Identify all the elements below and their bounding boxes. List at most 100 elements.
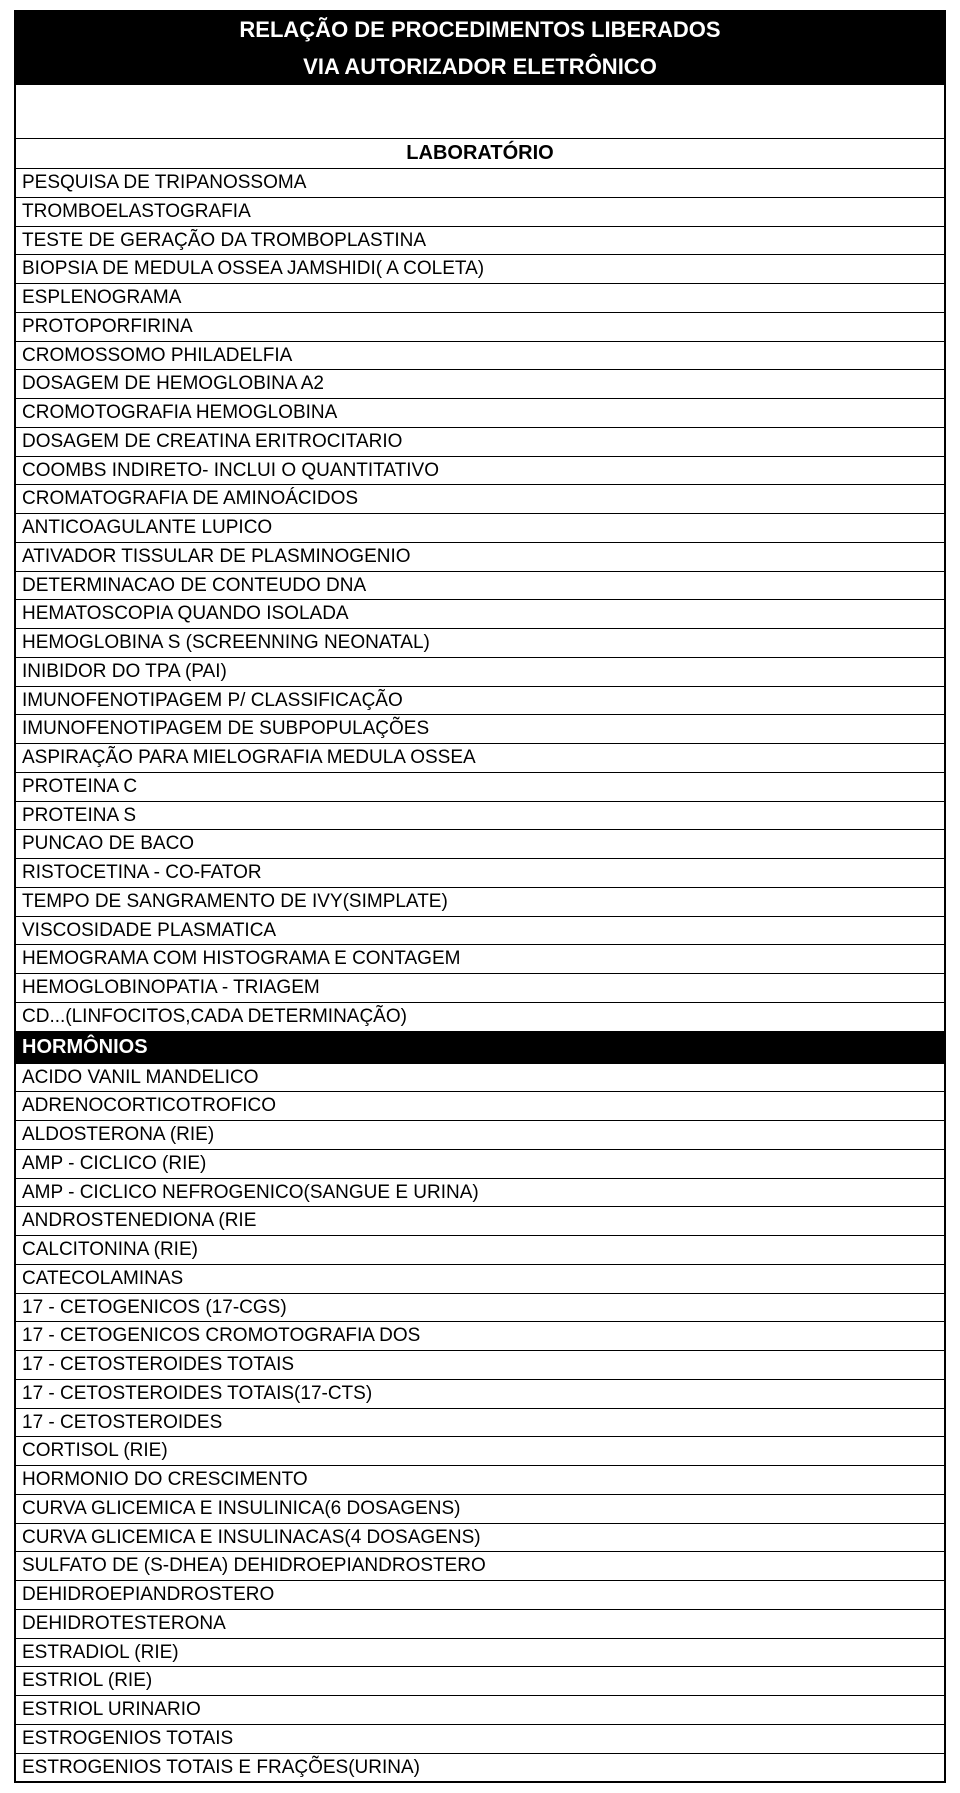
table-row: ESTRADIOL (RIE) bbox=[15, 1638, 945, 1667]
table-row: ESTROGENIOS TOTAIS bbox=[15, 1724, 945, 1753]
section-label: LABORATÓRIO bbox=[15, 139, 945, 169]
table-row: 17 - CETOSTEROIDES TOTAIS bbox=[15, 1351, 945, 1380]
procedure-cell: DOSAGEM DE CREATINA ERITROCITARIO bbox=[15, 427, 945, 456]
table-row: 17 - CETOSTEROIDES TOTAIS(17-CTS) bbox=[15, 1379, 945, 1408]
procedure-cell: DEHIDROTESTERONA bbox=[15, 1609, 945, 1638]
table-row: RISTOCETINA - CO-FATOR bbox=[15, 859, 945, 888]
table-row: ALDOSTERONA (RIE) bbox=[15, 1121, 945, 1150]
table-row: CURVA GLICEMICA E INSULINACAS(4 DOSAGENS… bbox=[15, 1523, 945, 1552]
procedure-cell: CROMATOGRAFIA DE AMINOÁCIDOS bbox=[15, 485, 945, 514]
procedure-cell: TEMPO DE SANGRAMENTO DE IVY(SIMPLATE) bbox=[15, 887, 945, 916]
procedure-cell: ESPLENOGRAMA bbox=[15, 284, 945, 313]
blank-spacer-row bbox=[15, 85, 945, 139]
table-row: DEHIDROTESTERONA bbox=[15, 1609, 945, 1638]
procedure-cell: CROMOTOGRAFIA HEMOGLOBINA bbox=[15, 399, 945, 428]
procedure-cell: 17 - CETOGENICOS (17-CGS) bbox=[15, 1293, 945, 1322]
table-body: RELAÇÃO DE PROCEDIMENTOS LIBERADOS VIA A… bbox=[15, 11, 945, 1782]
table-row: ATIVADOR TISSULAR DE PLASMINOGENIO bbox=[15, 542, 945, 571]
procedure-cell: SULFATO DE (S-DHEA) DEHIDROEPIANDROSTERO bbox=[15, 1552, 945, 1581]
procedure-cell: PESQUISA DE TRIPANOSSOMA bbox=[15, 169, 945, 198]
title-row-1: RELAÇÃO DE PROCEDIMENTOS LIBERADOS bbox=[15, 11, 945, 48]
procedure-cell: ANDROSTENEDIONA (RIE bbox=[15, 1207, 945, 1236]
procedure-cell: PROTEINA C bbox=[15, 772, 945, 801]
table-row: TESTE DE GERAÇÃO DA TROMBOPLASTINA bbox=[15, 226, 945, 255]
table-row: COOMBS INDIRETO- INCLUI O QUANTITATIVO bbox=[15, 456, 945, 485]
procedure-cell: ALDOSTERONA (RIE) bbox=[15, 1121, 945, 1150]
table-row: ANDROSTENEDIONA (RIE bbox=[15, 1207, 945, 1236]
procedure-cell: 17 - CETOSTEROIDES TOTAIS(17-CTS) bbox=[15, 1379, 945, 1408]
table-row: AMP - CICLICO (RIE) bbox=[15, 1149, 945, 1178]
procedure-cell: HEMOGLOBINA S (SCREENNING NEONATAL) bbox=[15, 629, 945, 658]
table-row: PROTOPORFIRINA bbox=[15, 312, 945, 341]
table-row: ADRENOCORTICOTROFICO bbox=[15, 1092, 945, 1121]
table-row: CALCITONINA (RIE) bbox=[15, 1236, 945, 1265]
table-row: CROMOTOGRAFIA HEMOGLOBINA bbox=[15, 399, 945, 428]
procedure-cell: HEMOGRAMA COM HISTOGRAMA E CONTAGEM bbox=[15, 945, 945, 974]
table-row: SULFATO DE (S-DHEA) DEHIDROEPIANDROSTERO bbox=[15, 1552, 945, 1581]
table-row: CROMOSSOMO PHILADELFIA bbox=[15, 341, 945, 370]
table-row: HEMOGRAMA COM HISTOGRAMA E CONTAGEM bbox=[15, 945, 945, 974]
procedure-cell: PROTEINA S bbox=[15, 801, 945, 830]
procedure-cell: CROMOSSOMO PHILADELFIA bbox=[15, 341, 945, 370]
procedure-cell: BIOPSIA DE MEDULA OSSEA JAMSHIDI( A COLE… bbox=[15, 255, 945, 284]
table-row: PROTEINA C bbox=[15, 772, 945, 801]
procedure-cell: CURVA GLICEMICA E INSULINICA(6 DOSAGENS) bbox=[15, 1494, 945, 1523]
procedure-cell: 17 - CETOGENICOS CROMOTOGRAFIA DOS bbox=[15, 1322, 945, 1351]
procedure-cell: ADRENOCORTICOTROFICO bbox=[15, 1092, 945, 1121]
table-row: CURVA GLICEMICA E INSULINICA(6 DOSAGENS) bbox=[15, 1494, 945, 1523]
table-row: PROTEINA S bbox=[15, 801, 945, 830]
blank-cell bbox=[15, 85, 945, 139]
title-line-1: RELAÇÃO DE PROCEDIMENTOS LIBERADOS bbox=[15, 11, 945, 48]
procedure-cell: COOMBS INDIRETO- INCLUI O QUANTITATIVO bbox=[15, 456, 945, 485]
table-row: TROMBOELASTOGRAFIA bbox=[15, 197, 945, 226]
table-row: VISCOSIDADE PLASMATICA bbox=[15, 916, 945, 945]
table-row: HEMOGLOBINA S (SCREENNING NEONATAL) bbox=[15, 629, 945, 658]
table-row: ASPIRAÇÃO PARA MIELOGRAFIA MEDULA OSSEA bbox=[15, 744, 945, 773]
procedure-cell: VISCOSIDADE PLASMATICA bbox=[15, 916, 945, 945]
title-row-2: VIA AUTORIZADOR ELETRÔNICO bbox=[15, 48, 945, 85]
table-row: CROMATOGRAFIA DE AMINOÁCIDOS bbox=[15, 485, 945, 514]
procedure-cell: DOSAGEM DE HEMOGLOBINA A2 bbox=[15, 370, 945, 399]
table-row: DOSAGEM DE HEMOGLOBINA A2 bbox=[15, 370, 945, 399]
table-row: HEMATOSCOPIA QUANDO ISOLADA bbox=[15, 600, 945, 629]
table-row: INIBIDOR DO TPA (PAI) bbox=[15, 657, 945, 686]
procedure-cell: TROMBOELASTOGRAFIA bbox=[15, 197, 945, 226]
section-header: HORMÔNIOS bbox=[15, 1031, 945, 1063]
procedure-cell: INIBIDOR DO TPA (PAI) bbox=[15, 657, 945, 686]
table-row: CORTISOL (RIE) bbox=[15, 1437, 945, 1466]
procedure-cell: ASPIRAÇÃO PARA MIELOGRAFIA MEDULA OSSEA bbox=[15, 744, 945, 773]
table-row: PUNCAO DE BACO bbox=[15, 830, 945, 859]
procedure-cell: ATIVADOR TISSULAR DE PLASMINOGENIO bbox=[15, 542, 945, 571]
table-row: IMUNOFENOTIPAGEM DE SUBPOPULAÇÕES bbox=[15, 715, 945, 744]
procedure-cell: IMUNOFENOTIPAGEM P/ CLASSIFICAÇÃO bbox=[15, 686, 945, 715]
procedure-cell: ANTICOAGULANTE LUPICO bbox=[15, 514, 945, 543]
table-row: ESTRIOL (RIE) bbox=[15, 1667, 945, 1696]
procedure-cell: DETERMINACAO DE CONTEUDO DNA bbox=[15, 571, 945, 600]
procedure-cell: ESTROGENIOS TOTAIS E FRAÇÕES(URINA) bbox=[15, 1753, 945, 1782]
procedure-cell: ESTRADIOL (RIE) bbox=[15, 1638, 945, 1667]
procedure-cell: HORMONIO DO CRESCIMENTO bbox=[15, 1466, 945, 1495]
table-row: ESTROGENIOS TOTAIS E FRAÇÕES(URINA) bbox=[15, 1753, 945, 1782]
procedure-cell: IMUNOFENOTIPAGEM DE SUBPOPULAÇÕES bbox=[15, 715, 945, 744]
table-row: HEMOGLOBINOPATIA - TRIAGEM bbox=[15, 974, 945, 1003]
procedure-cell: CD...(LINFOCITOS,CADA DETERMINAÇÃO) bbox=[15, 1002, 945, 1031]
procedure-cell: DEHIDROEPIANDROSTERO bbox=[15, 1581, 945, 1610]
procedure-cell: ESTRIOL URINARIO bbox=[15, 1696, 945, 1725]
procedures-table: RELAÇÃO DE PROCEDIMENTOS LIBERADOS VIA A… bbox=[14, 10, 946, 1783]
procedure-cell: HEMOGLOBINOPATIA - TRIAGEM bbox=[15, 974, 945, 1003]
procedure-cell: ACIDO VANIL MANDELICO bbox=[15, 1063, 945, 1092]
procedure-cell: AMP - CICLICO NEFROGENICO(SANGUE E URINA… bbox=[15, 1178, 945, 1207]
table-row: 17 - CETOGENICOS CROMOTOGRAFIA DOS bbox=[15, 1322, 945, 1351]
procedure-cell: CORTISOL (RIE) bbox=[15, 1437, 945, 1466]
procedure-cell: CALCITONINA (RIE) bbox=[15, 1236, 945, 1265]
procedure-cell: ESTRIOL (RIE) bbox=[15, 1667, 945, 1696]
table-row: AMP - CICLICO NEFROGENICO(SANGUE E URINA… bbox=[15, 1178, 945, 1207]
table-row: ESPLENOGRAMA bbox=[15, 284, 945, 313]
table-row: ANTICOAGULANTE LUPICO bbox=[15, 514, 945, 543]
section-header-row: HORMÔNIOS bbox=[15, 1031, 945, 1063]
procedure-cell: CATECOLAMINAS bbox=[15, 1264, 945, 1293]
table-row: ACIDO VANIL MANDELICO bbox=[15, 1063, 945, 1092]
procedure-cell: RISTOCETINA - CO-FATOR bbox=[15, 859, 945, 888]
table-row: 17 - CETOGENICOS (17-CGS) bbox=[15, 1293, 945, 1322]
table-row: DETERMINACAO DE CONTEUDO DNA bbox=[15, 571, 945, 600]
